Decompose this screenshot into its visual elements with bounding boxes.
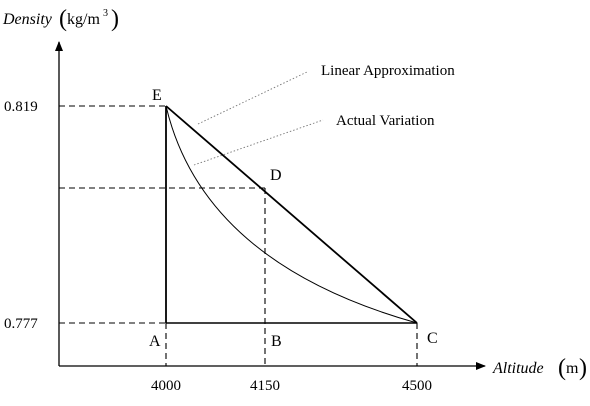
linear-leader — [197, 71, 308, 125]
y-axis-unit-superscript: 3 — [103, 8, 108, 19]
x-tick-label: 4150 — [250, 378, 280, 394]
y-axis-paren-close: ) — [111, 6, 119, 32]
linear-approximation-line — [165, 105, 418, 324]
linear-approximation-label: Linear Approximation — [321, 63, 455, 79]
x-axis-paren-close: ) — [579, 355, 587, 381]
actual-variation-curve — [165, 105, 418, 324]
point-c-label: C — [427, 330, 438, 347]
x-tick-label: 4500 — [402, 378, 432, 394]
point-b-label: B — [271, 333, 282, 350]
y-axis-unit: kg/m — [67, 11, 100, 28]
point-d-label: D — [270, 167, 282, 184]
x-axis-label: Altitude — [492, 360, 544, 377]
x-axis-paren-open: ( — [558, 355, 566, 381]
actual-variation-label: Actual Variation — [336, 113, 435, 129]
y-axis-paren-open: ( — [59, 6, 67, 32]
x-axis-unit: m — [566, 360, 579, 377]
y-axis-title: Density ( kg/m 3 ) — [2, 6, 119, 32]
x-tick-label: 4000 — [151, 378, 181, 394]
x-axis-title: Altitude ( m ) — [492, 355, 587, 381]
actual-leader — [193, 119, 324, 166]
y-tick-label: 0.819 — [4, 99, 38, 115]
y-axis-label: Density — [2, 11, 53, 28]
y-tick-label: 0.777 — [4, 316, 38, 332]
point-a-label: A — [149, 333, 161, 350]
point-e-label: E — [152, 87, 162, 104]
